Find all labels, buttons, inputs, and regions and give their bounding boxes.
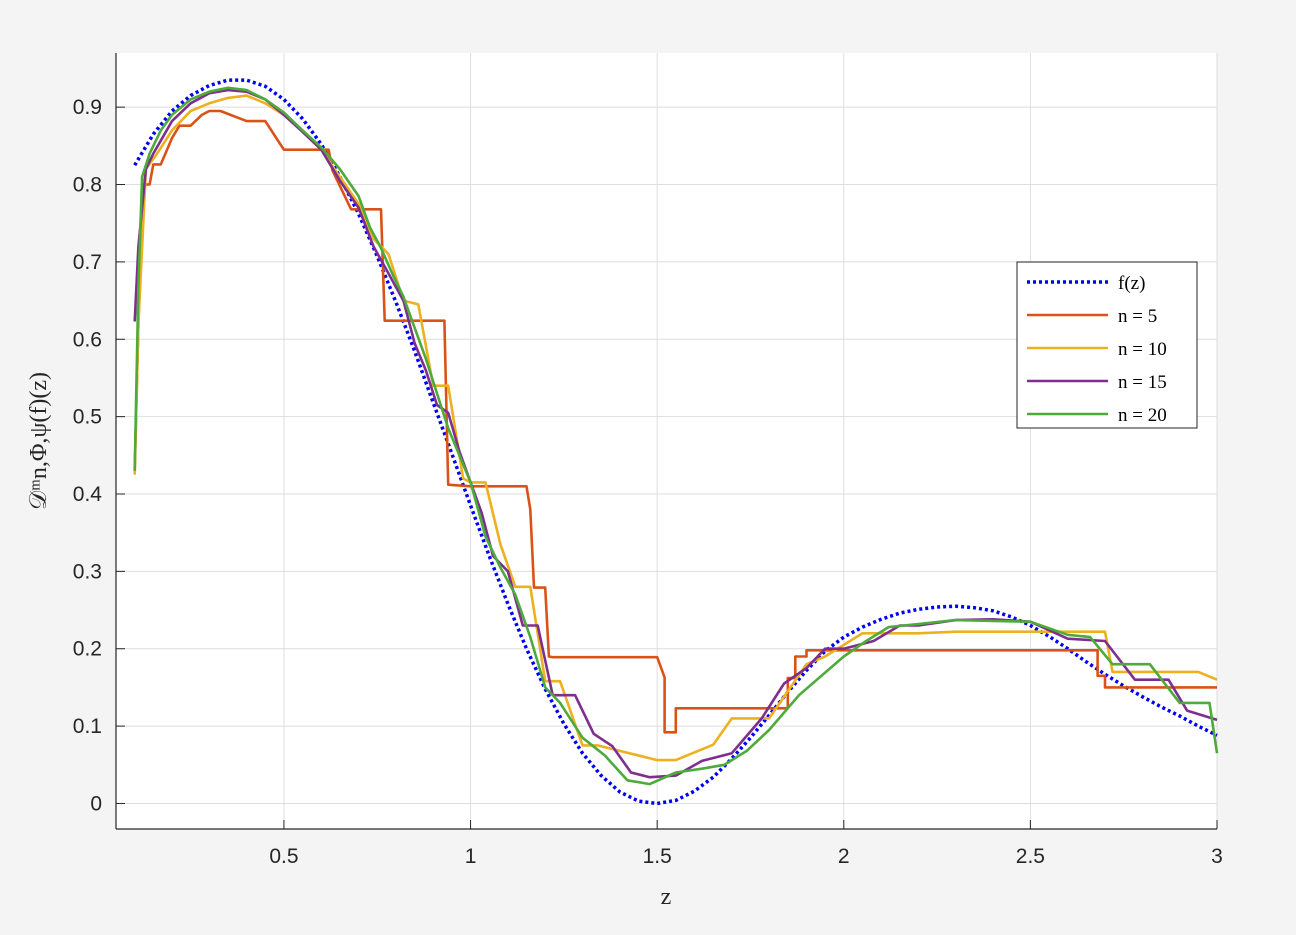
series-line-0 xyxy=(133,78,1218,806)
x-tick-label: 1 xyxy=(465,845,477,868)
y-tick-label: 0.6 xyxy=(73,328,102,351)
legend-label-0: f(z) xyxy=(1118,273,1145,294)
y-axis-ticks: 0 0.1 0.2 0.3 0.4 0.5 0.6 0.7 0.8 0.9 xyxy=(73,96,125,815)
y-tick-label: 0.2 xyxy=(73,638,102,661)
y-tick-label: 0.7 xyxy=(73,251,102,274)
legend-label-1: n = 5 xyxy=(1118,306,1157,327)
y-tick-label: 0.1 xyxy=(73,715,102,738)
y-tick-label: 0.5 xyxy=(73,406,102,429)
y-tick-label: 0.3 xyxy=(73,560,102,583)
y-tick-label: 0 xyxy=(90,792,102,815)
legend-label-2: n = 10 xyxy=(1118,339,1167,360)
y-axis-label: 𝒟ᵐn,Φ,ψ(f)(z) xyxy=(26,372,52,510)
series-line-2 xyxy=(133,94,1218,762)
axes xyxy=(115,53,1217,830)
x-tick-label: 2.5 xyxy=(1016,845,1045,868)
series-line-4 xyxy=(133,86,1219,786)
y-tick-label: 0.9 xyxy=(73,96,102,119)
legend-box xyxy=(1016,261,1198,429)
legend: f(z) n = 5 n = 10 n = 15 n = 20 xyxy=(1016,261,1198,429)
x-tick-label: 1.5 xyxy=(643,845,672,868)
x-axis-ticks: 0.5 1 1.5 2 2.5 3 xyxy=(269,820,1223,868)
plot-area xyxy=(116,53,1217,829)
x-axis-label: z xyxy=(661,884,672,910)
series-layer xyxy=(133,78,1219,806)
grid xyxy=(116,53,1218,829)
y-tick-label: 0.8 xyxy=(73,174,102,197)
x-tick-label: 2 xyxy=(838,845,850,868)
legend-label-4: n = 20 xyxy=(1118,405,1167,426)
legend-label-3: n = 15 xyxy=(1118,372,1167,393)
x-tick-label: 3 xyxy=(1211,845,1223,868)
y-tick-label: 0.4 xyxy=(73,483,103,506)
series-line-1 xyxy=(133,109,1217,734)
x-tick-label: 0.5 xyxy=(269,845,298,868)
